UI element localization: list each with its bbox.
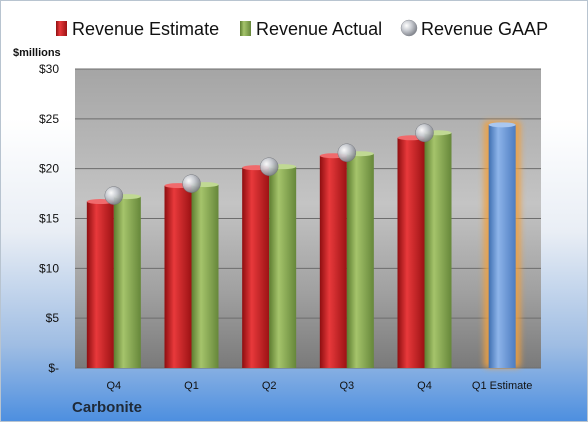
bar-actual-2 (269, 166, 297, 368)
gaap-marker-0 (104, 186, 124, 205)
gaap-marker-1 (182, 174, 201, 193)
bars (86, 120, 521, 369)
x-tick-label-2: Q2 (262, 380, 277, 392)
y-tick-label-5: $5 (46, 311, 60, 325)
gridlines (75, 68, 541, 369)
y-tick-label-0: $- (48, 361, 59, 375)
legend-label-revenue-actual: Revenue Actual (256, 19, 382, 39)
bar-estimate-4 (397, 137, 425, 368)
legend-marker-revenue-gaap (400, 19, 418, 37)
legend-label-revenue-estimate: Revenue Estimate (72, 19, 219, 39)
bar-q1-estimate (488, 124, 516, 369)
bar-estimate-3 (319, 155, 347, 368)
y-tick-label-15: $15 (39, 212, 59, 226)
x-tick-label-1: Q1 (184, 380, 199, 392)
bar-actual-1 (191, 184, 219, 368)
y-axis: $- $5 $10 $15 $20 $25 $30 (39, 62, 59, 375)
y-tick-label-10: $10 (39, 261, 59, 275)
legend-swatch-revenue-actual (240, 21, 251, 36)
legend: Revenue Estimate Revenue Actual Revenue … (56, 19, 548, 39)
y-tick-label-30: $30 (39, 62, 59, 76)
y-tick-label-25: $25 (39, 112, 59, 126)
x-tick-label-3: Q3 (339, 380, 354, 392)
gaap-marker-3 (337, 143, 357, 162)
y-tick-label-20: $20 (39, 162, 59, 176)
legend-swatch-revenue-estimate (56, 21, 67, 36)
bar-estimate-2 (242, 167, 270, 368)
bar-q1-estimate-top (488, 122, 516, 128)
x-tick-label-0: Q4 (106, 380, 121, 392)
legend-label-revenue-gaap: Revenue GAAP (421, 19, 548, 39)
x-tick-label-4: Q4 (417, 380, 432, 392)
bar-actual-3 (346, 153, 374, 368)
gaap-markers (104, 123, 434, 205)
bar-estimate-1 (164, 185, 192, 368)
y-axis-unit-label: $millions (13, 47, 61, 59)
company-name: Carbonite (72, 399, 142, 416)
gaap-marker-2 (259, 157, 279, 176)
x-tick-label-5: Q1 Estimate (472, 380, 533, 392)
gaap-marker-4 (415, 123, 434, 143)
x-axis: Q4 Q1 Q2 Q3 Q4 Q1 Estimate (106, 380, 532, 392)
bar-actual-4 (424, 132, 452, 368)
bar-estimate-0 (86, 201, 114, 368)
bar-actual-0 (113, 196, 141, 368)
